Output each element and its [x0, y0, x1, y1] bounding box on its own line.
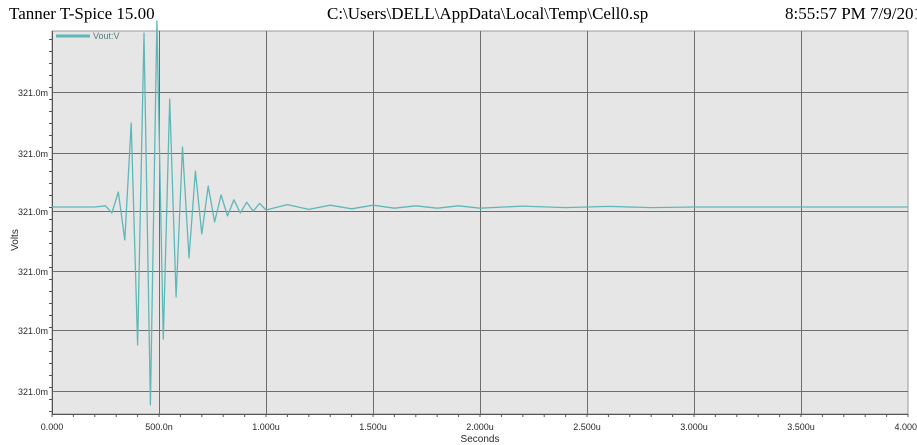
x-tick-label: 4.000: [894, 422, 917, 432]
y-tick-labels: 321.0m 321.0m 321.0m 321.0m 321.0m 321.0m: [18, 88, 48, 397]
legend[interactable]: Vout:V: [56, 31, 120, 41]
app-title: Tanner T-Spice 15.00: [9, 4, 155, 23]
x-tick-label: 0.000: [41, 422, 64, 432]
y-tick-label: 321.0m: [18, 207, 48, 217]
axis-ticks: [49, 31, 909, 417]
x-tick-label: 1.500u: [359, 422, 387, 432]
x-axis-label: Seconds: [461, 434, 500, 445]
x-tick-label: 1.000u: [252, 422, 280, 432]
legend-label-vout: Vout:V: [93, 31, 120, 41]
title-bar: Tanner T-Spice 15.00 C:\Users\DELL\AppDa…: [0, 0, 917, 26]
y-tick-label: 321.0m: [18, 149, 48, 159]
y-tick-label: 321.0m: [18, 326, 48, 336]
series-line-vout: [52, 20, 908, 406]
x-tick-label: 3.000u: [680, 422, 708, 432]
grid-lines: [52, 31, 908, 414]
timestamp: 8:55:57 PM 7/9/201: [785, 5, 917, 23]
y-tick-label: 321.0m: [18, 387, 48, 397]
x-tick-labels: 0.000 500.0n 1.000u 1.500u 2.000u 2.500u 3.000…: [41, 422, 917, 432]
x-tick-label: 2.500u: [573, 422, 601, 432]
x-tick-label: 500.0n: [145, 422, 173, 432]
x-tick-label: 2.000u: [466, 422, 494, 432]
series-layer: [52, 20, 908, 406]
x-tick-label: 3.500u: [787, 422, 815, 432]
file-path: C:\Users\DELL\AppData\Local\Temp\Cell0.s…: [327, 4, 649, 23]
y-axis-label: Volts: [10, 229, 21, 251]
y-tick-label: 321.0m: [18, 88, 48, 98]
y-tick-label: 321.0m: [18, 267, 48, 277]
